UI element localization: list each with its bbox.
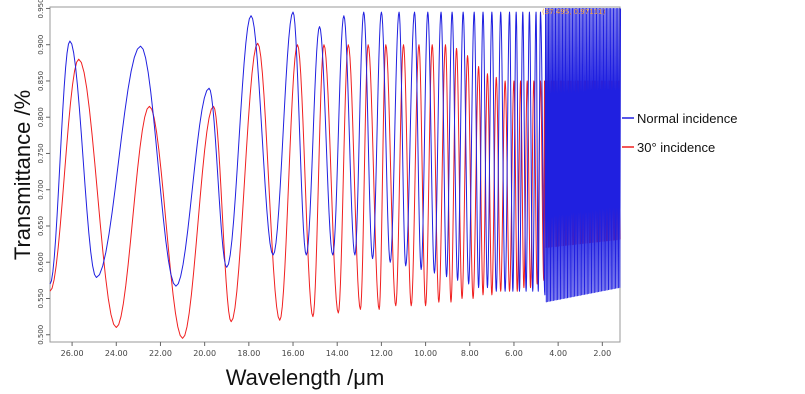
legend-label-normal: Normal incidence [637, 111, 737, 126]
x-axis-title: Wavelength /μm [226, 365, 385, 390]
x-tick-label: 2.00 [593, 349, 611, 358]
y-tick-label: 0.950 [37, 0, 45, 18]
legend-label-30deg: 30° incidence [637, 140, 715, 155]
x-tick-label: 10.00 [414, 349, 437, 358]
y-tick-label: 0.500 [37, 325, 45, 345]
x-tick-label: 26.00 [61, 349, 84, 358]
y-tick-label: 0.750 [37, 143, 45, 163]
x-tick-label: 8.00 [461, 349, 479, 358]
x-tick-label: 16.00 [282, 349, 305, 358]
series-line-30deg-incidence [49, 42, 621, 339]
x-tick-label: 6.00 [505, 349, 523, 358]
y-tick-label: 0.600 [37, 252, 45, 272]
y-tick-label: 0.650 [37, 216, 45, 236]
x-tick-label: 4.00 [549, 349, 567, 358]
series-line-normal-incidence [49, 7, 622, 303]
y-tick-label: 0.550 [37, 288, 45, 308]
y-tick-label: 0.800 [37, 107, 45, 127]
x-tick-label: 12.00 [370, 349, 393, 358]
y-tick-label: 0.700 [37, 180, 45, 200]
y-tick-label: 0.900 [37, 35, 45, 55]
cursor-readout: (37.495, 0.97111) [542, 8, 606, 16]
legend: Normal incidence 30° incidence [622, 111, 737, 155]
x-tick-label: 20.00 [193, 349, 216, 358]
x-tick-label: 24.00 [105, 349, 128, 358]
x-tick-label: 14.00 [326, 349, 349, 358]
x-tick-label: 22.00 [149, 349, 172, 358]
x-tick-label: 18.00 [237, 349, 260, 358]
plot-area: 26.00 24.00 22.00 20.00 18.00 16.00 14.00 12.00… [37, 0, 622, 358]
y-tick-label: 0.850 [37, 71, 45, 91]
y-axis-title: Transmittance /% [10, 90, 35, 260]
